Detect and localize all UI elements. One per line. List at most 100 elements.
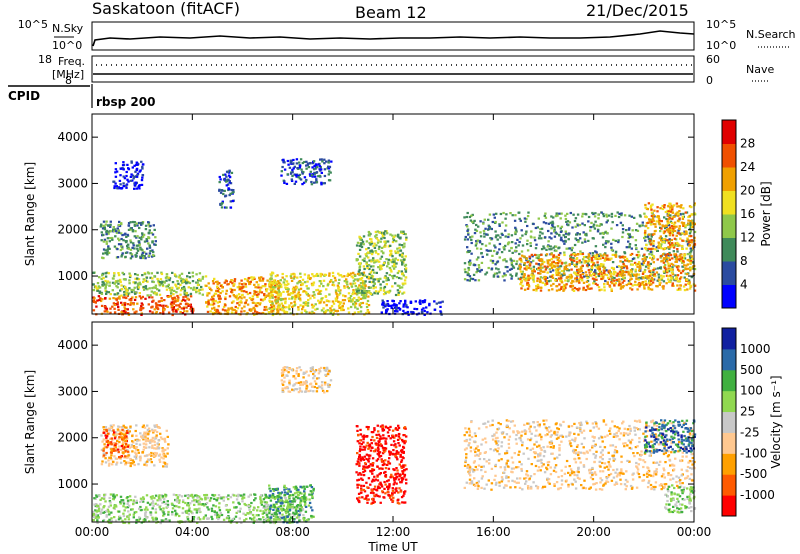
power-cell [183, 291, 186, 294]
power-cell [647, 267, 650, 270]
power-cell [680, 204, 683, 207]
power-cell [285, 182, 289, 185]
power-cell [155, 303, 159, 306]
velocity-cell [265, 501, 269, 504]
power-cell [176, 299, 180, 302]
power-cell [562, 286, 565, 289]
power-cell [130, 160, 133, 163]
power-cell [554, 265, 557, 268]
power-cell [170, 289, 174, 292]
velocity-region [100, 424, 170, 468]
power-cell [682, 268, 685, 272]
power-cell [224, 297, 227, 301]
power-cell [113, 185, 116, 188]
velocity-cell [153, 497, 156, 500]
power-cell [298, 297, 302, 300]
power-cell [116, 248, 119, 251]
power-cell [420, 311, 424, 314]
power-cell [474, 279, 477, 282]
power-colorbar-swatch [722, 190, 736, 215]
power-cell [324, 295, 328, 298]
velocity-cell [124, 456, 127, 459]
power-cell [274, 290, 277, 294]
power-cell [575, 265, 578, 268]
power-cell [290, 279, 294, 282]
power-cell [270, 303, 273, 307]
power-cell [628, 233, 631, 236]
power-cell [479, 220, 482, 223]
power-cell [658, 278, 661, 281]
power-cell [211, 311, 215, 314]
power-colorbar-swatch [722, 261, 736, 285]
velocity-cell [146, 508, 149, 511]
power-cell [641, 224, 644, 227]
power-cell [483, 232, 486, 235]
power-cell [686, 259, 689, 262]
power-cell [324, 309, 328, 312]
power-cell [579, 273, 582, 276]
power-cell [537, 266, 541, 269]
power-cell [649, 250, 652, 253]
power-cell [304, 303, 308, 307]
power-cell [307, 277, 310, 280]
power-cell [610, 227, 613, 230]
velocity-cell [259, 518, 262, 521]
power-cell [538, 278, 542, 281]
velocity-cell [277, 505, 281, 509]
power-cell [372, 287, 375, 290]
power-cell [402, 309, 405, 312]
velocity-cell [176, 500, 179, 503]
power-cell [646, 208, 649, 211]
power-cell [285, 311, 289, 314]
power-cell [392, 267, 396, 270]
power-cell [539, 263, 543, 266]
power-cell [678, 205, 681, 208]
power-cell [519, 257, 522, 260]
power-cell [380, 267, 383, 270]
power-cell [521, 284, 524, 287]
power-cell [656, 279, 659, 282]
power-cell [625, 246, 628, 249]
power-cell [254, 304, 257, 307]
power-cell [160, 299, 163, 302]
velocity-cell [105, 515, 108, 518]
power-cell [144, 228, 148, 231]
velocity-cell [95, 495, 99, 498]
velocity-cell [96, 519, 99, 522]
power-cell [638, 262, 641, 265]
velocity-cell [126, 499, 130, 502]
power-cell [228, 181, 231, 184]
power-cell [332, 308, 336, 311]
power-cell [470, 241, 473, 245]
velocity-cell [166, 500, 169, 503]
power-cell [643, 285, 646, 289]
power-cell [650, 220, 654, 223]
power-cell [667, 275, 670, 278]
power-cell [134, 292, 137, 295]
power-cell [389, 252, 393, 255]
power-cell [523, 262, 526, 265]
power-cell [540, 237, 543, 240]
power-cell [389, 268, 392, 271]
power-cell [246, 280, 249, 283]
power-cell [690, 260, 693, 263]
power-cell [663, 266, 667, 269]
power-cell [537, 217, 540, 220]
power-cell [249, 280, 252, 283]
power-cell [394, 265, 397, 268]
power-cell [652, 261, 655, 264]
power-cell [364, 253, 367, 256]
power-cell [398, 246, 401, 249]
velocity-cell [260, 503, 264, 506]
power-cell [302, 301, 305, 304]
power-cell [563, 242, 566, 245]
power-cell [667, 224, 671, 227]
power-cell [669, 254, 673, 257]
velocity-cell [215, 511, 219, 514]
power-cell [318, 165, 322, 168]
velocity-cell [109, 493, 113, 496]
power-cell [269, 286, 272, 289]
power-cell [391, 275, 394, 278]
power-cell [568, 277, 572, 280]
power-cell [650, 242, 653, 245]
